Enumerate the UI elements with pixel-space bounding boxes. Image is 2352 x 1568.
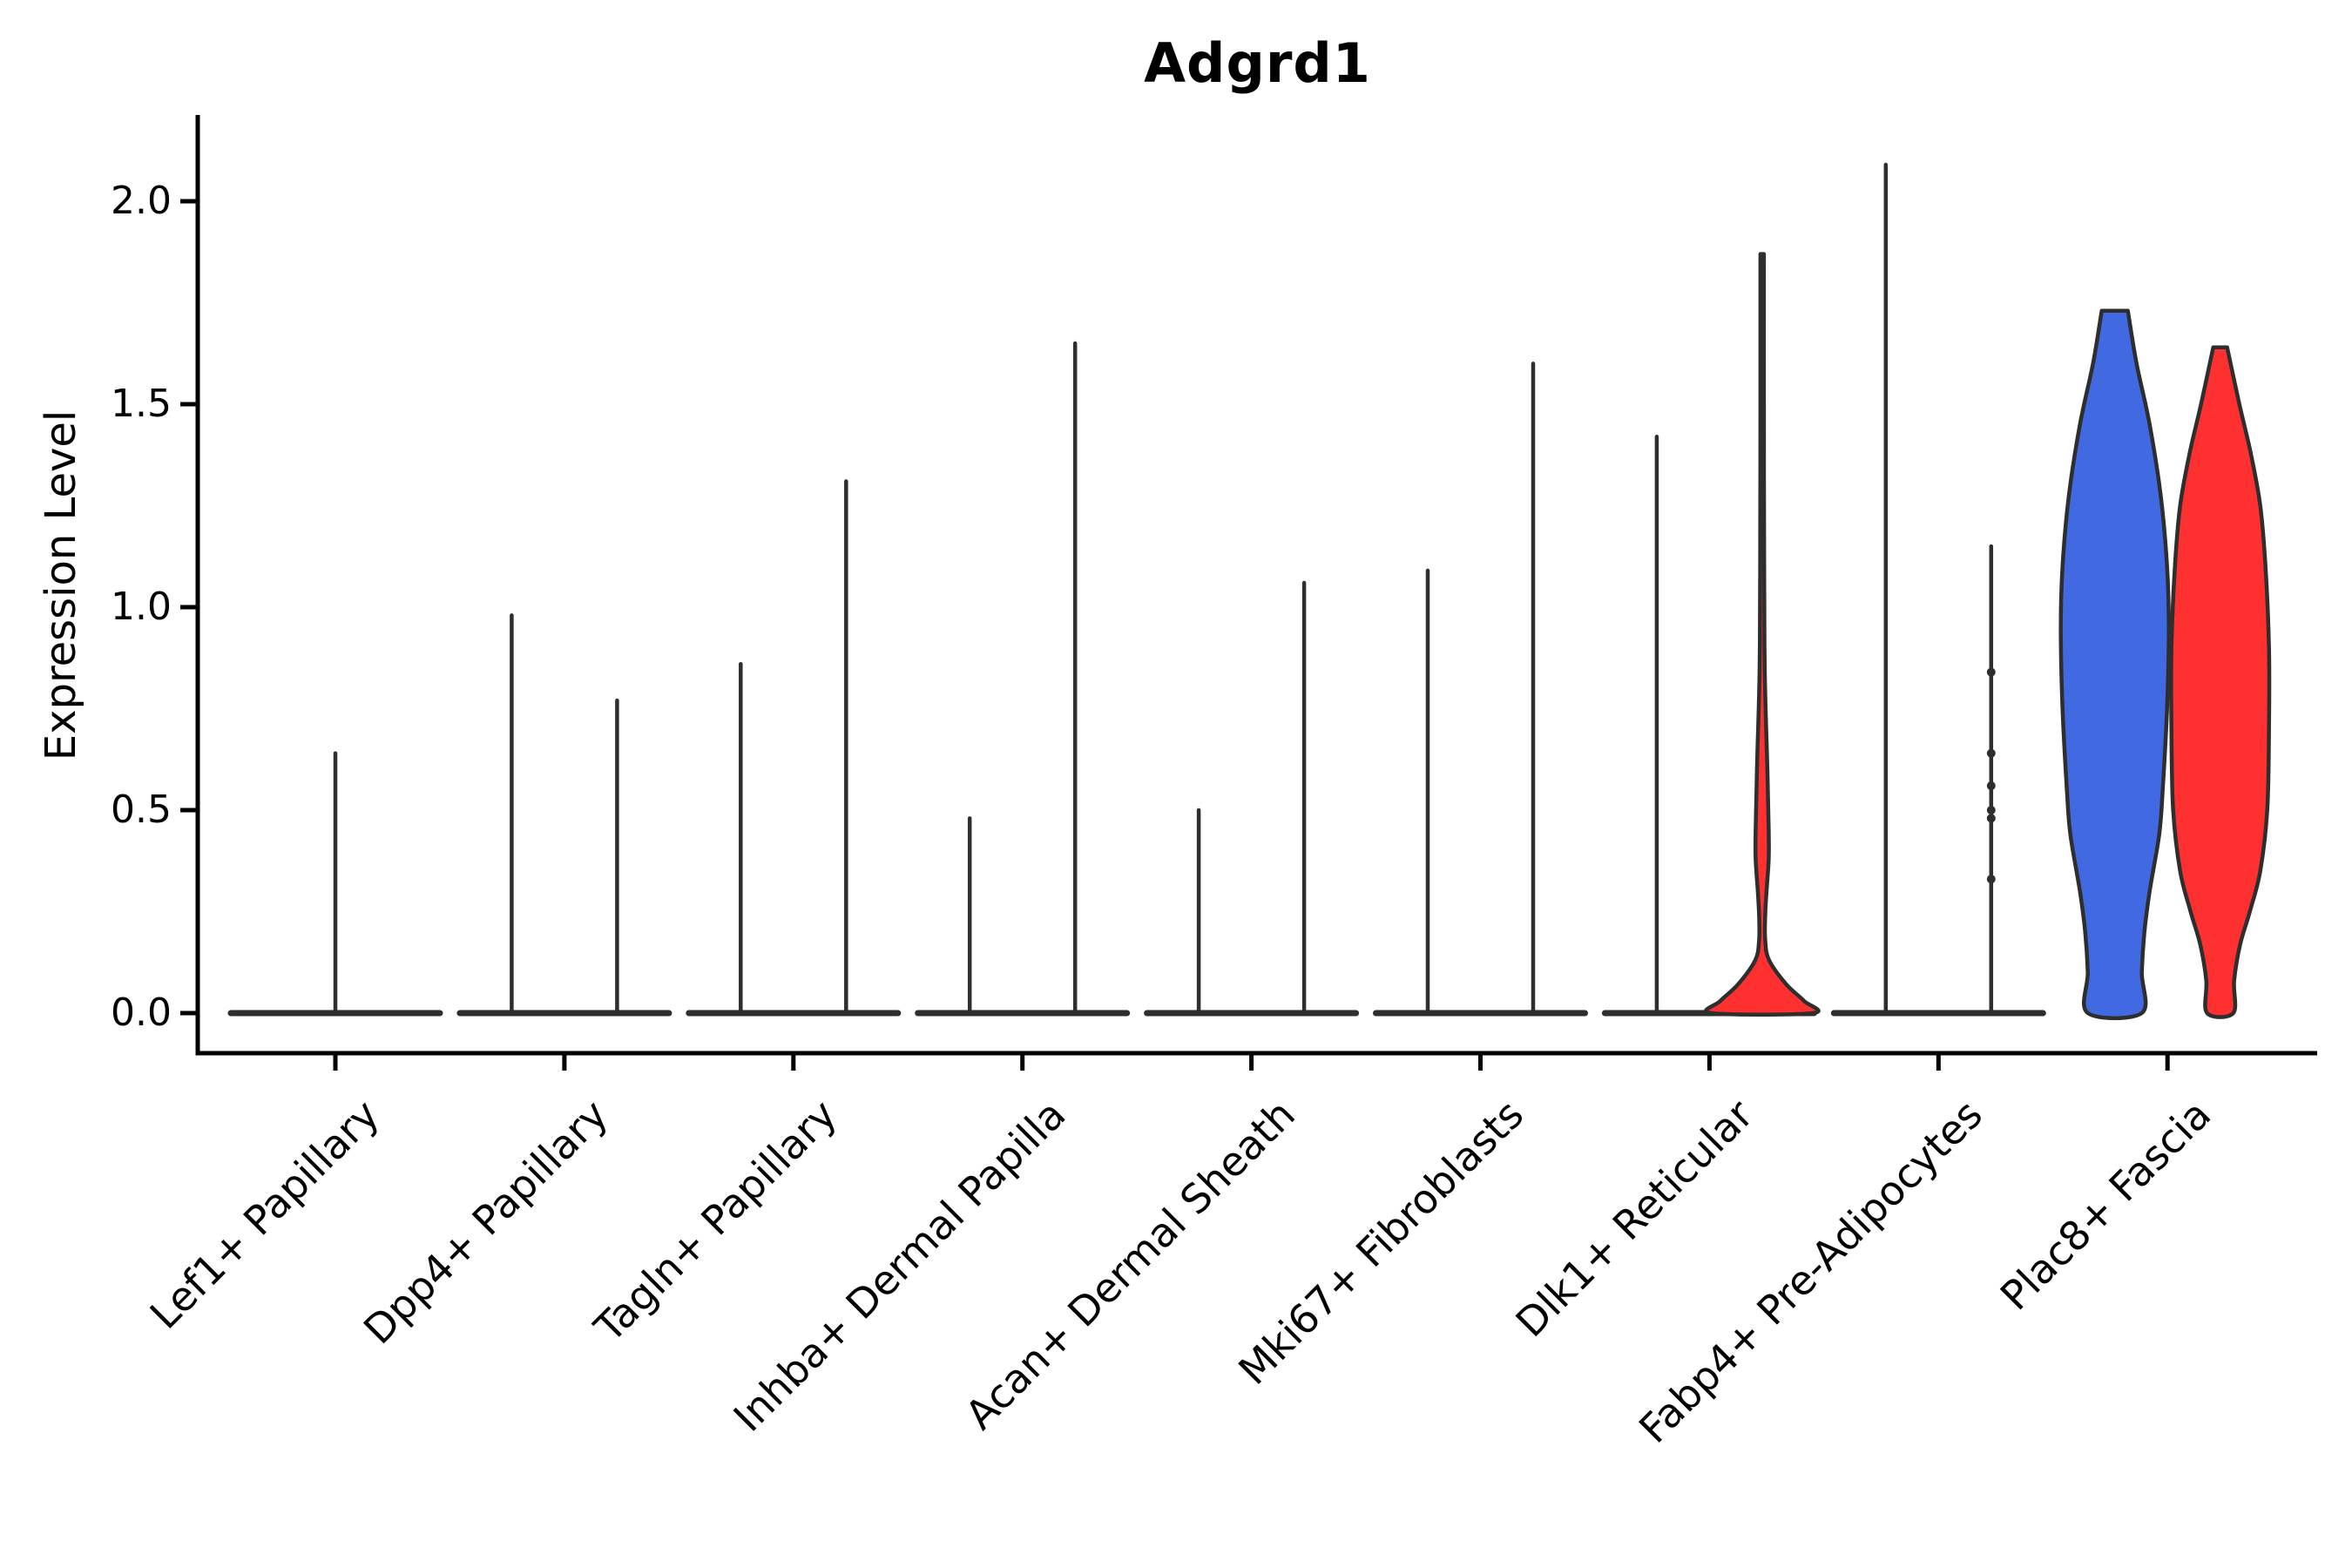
chart-title: Adgrd1 bbox=[1144, 31, 1371, 95]
violin-shape-red-dlk1-reticular bbox=[1704, 252, 1821, 1017]
y-tick-label-4: 2.0 bbox=[111, 179, 172, 223]
y-tick-label-1: 0.5 bbox=[111, 787, 172, 832]
y-tick-label-3: 1.5 bbox=[111, 382, 172, 426]
violin-shape-red-plac8-fascia bbox=[2169, 345, 2272, 1019]
violin-jitter-dot-fabp4-pre-adipocytes-3 bbox=[1986, 806, 1996, 814]
y-tick-label-2: 1.0 bbox=[111, 585, 172, 629]
violin-shape-blue-plac8-fascia bbox=[2058, 308, 2171, 1021]
violin-jitter-dot-fabp4-pre-adipocytes-1 bbox=[1986, 748, 1996, 758]
violin-jitter-dot-fabp4-pre-adipocytes-4 bbox=[1986, 814, 1996, 823]
violin-jitter-dot-fabp4-pre-adipocytes-0 bbox=[1986, 667, 1996, 677]
violin-jitter-dot-fabp4-pre-adipocytes-5 bbox=[1986, 875, 1996, 884]
violin-jitter-dot-fabp4-pre-adipocytes-2 bbox=[1986, 781, 1996, 791]
y-tick-label-0: 0.0 bbox=[111, 990, 172, 1035]
